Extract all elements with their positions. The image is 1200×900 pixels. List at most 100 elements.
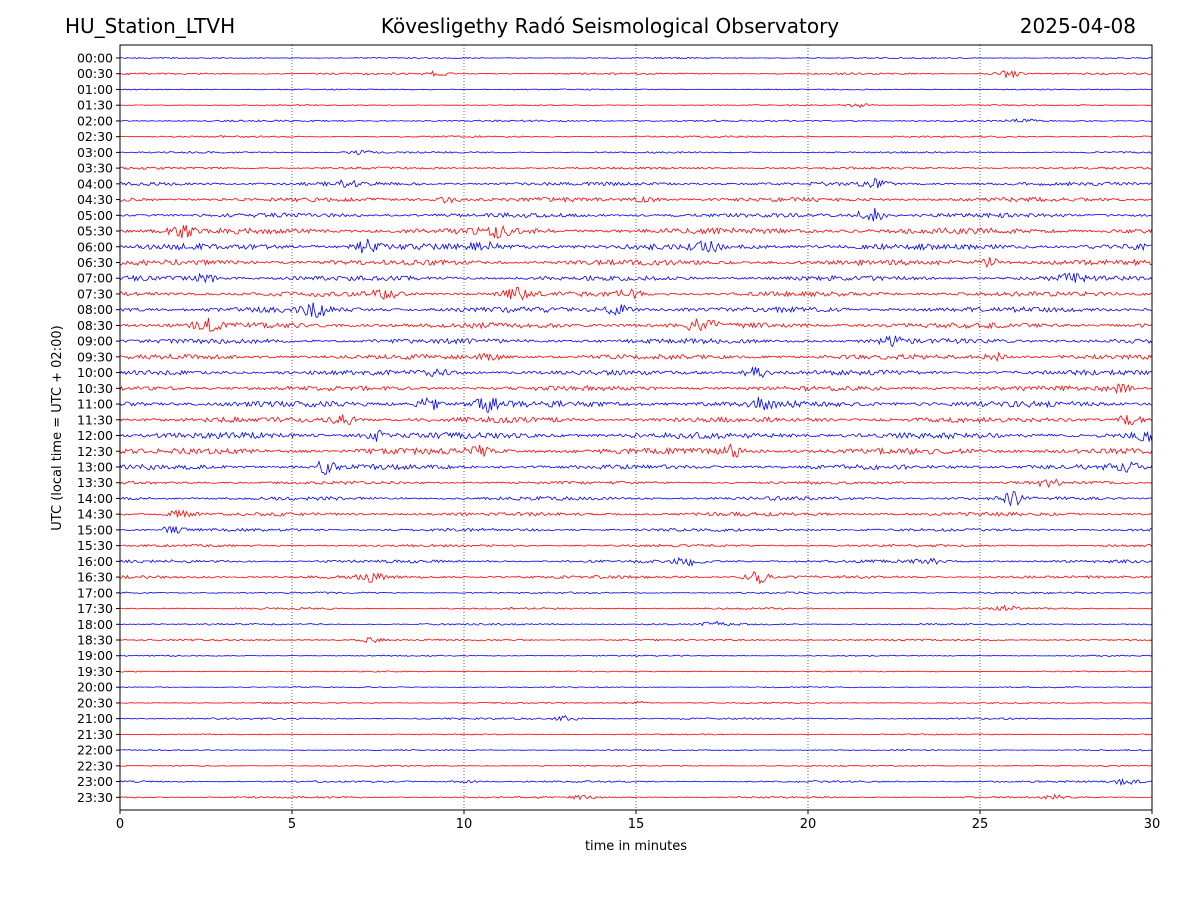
x-tick-label: 25 (972, 817, 989, 832)
trace-2330 (119, 793, 1153, 801)
trace-1900 (119, 654, 1153, 657)
y-tick-label: 09:30 (77, 349, 113, 364)
y-tick-label: 13:30 (77, 475, 113, 490)
y-tick-label: 21:30 (77, 727, 113, 742)
trace-2000 (119, 686, 1153, 689)
trace-1030 (119, 383, 1153, 395)
trace-0200 (119, 118, 1153, 123)
y-tick-label: 07:30 (77, 286, 113, 301)
trace-1700 (119, 591, 1153, 595)
y-tick-label: 20:30 (77, 695, 113, 710)
y-tick-label: 16:30 (77, 570, 113, 585)
y-tick-label: 05:30 (77, 224, 113, 239)
y-tick-label: 10:00 (77, 365, 113, 380)
y-tick-label: 19:00 (77, 648, 113, 663)
y-tick-label: 12:00 (77, 428, 113, 443)
trace-1330 (119, 478, 1153, 489)
y-tick-label: 00:00 (77, 51, 113, 66)
trace-2100 (119, 714, 1153, 722)
trace-0500 (119, 207, 1153, 222)
trace-0830 (119, 317, 1153, 333)
trace-0030 (119, 70, 1153, 79)
y-tick-label: 18:00 (77, 617, 113, 632)
trace-0800 (119, 302, 1153, 318)
x-tick-label: 10 (456, 817, 473, 832)
x-tick-label: 30 (1144, 817, 1161, 832)
x-tick-label: 15 (628, 817, 645, 832)
trace-1630 (119, 571, 1153, 585)
y-tick-label: 01:00 (77, 82, 113, 97)
seismogram-traces (119, 56, 1153, 801)
station-name: HU_Station_LTVH (65, 14, 236, 38)
trace-1800 (119, 620, 1153, 627)
trace-1500 (119, 525, 1153, 534)
y-tick-label: 00:30 (77, 66, 113, 81)
y-tick-label: 22:00 (77, 743, 113, 758)
y-tick-labels: 00:0000:3001:0001:3002:0002:3003:0003:30… (77, 51, 120, 805)
y-tick-label: 11:00 (77, 397, 113, 412)
trace-0930 (119, 351, 1153, 363)
y-tick-label: 12:30 (77, 444, 113, 459)
y-tick-label: 14:30 (77, 507, 113, 522)
y-tick-label: 17:30 (77, 601, 113, 616)
trace-2030 (119, 700, 1152, 705)
x-tick-label: 0 (116, 817, 124, 832)
trace-0630 (119, 257, 1153, 268)
y-tick-label: 14:00 (77, 491, 113, 506)
trace-1730 (119, 604, 1153, 612)
y-axis-label: UTC (local time = UTC + 02:00) (50, 325, 65, 530)
y-tick-label: 02:30 (77, 129, 113, 144)
y-tick-label: 07:00 (77, 271, 113, 286)
y-tick-label: 18:30 (77, 633, 113, 648)
trace-0300 (119, 149, 1153, 156)
y-tick-label: 20:00 (77, 680, 113, 695)
trace-0900 (120, 335, 1153, 348)
trace-0730 (119, 286, 1153, 301)
y-tick-label: 06:00 (77, 239, 113, 254)
trace-0130 (119, 103, 1153, 109)
trace-1830 (119, 636, 1153, 644)
y-tick-label: 03:00 (77, 145, 113, 160)
trace-2130 (119, 733, 1153, 736)
trace-1130 (119, 414, 1153, 426)
chart-date: 2025-04-08 (1019, 14, 1136, 38)
y-tick-label: 23:00 (77, 774, 113, 789)
trace-0230 (119, 135, 1153, 139)
trace-0530 (119, 224, 1153, 239)
y-tick-label: 23:30 (77, 790, 113, 805)
trace-0000 (120, 56, 1153, 60)
chart-title: Kövesligethy Radó Seismological Observat… (380, 14, 840, 38)
y-tick-label: 08:30 (77, 318, 113, 333)
grid-lines (291, 45, 981, 810)
trace-1300 (119, 460, 1153, 476)
plot-frame (119, 44, 1153, 811)
x-tick-label: 5 (288, 817, 296, 832)
trace-1200 (119, 429, 1153, 442)
trace-1930 (119, 670, 1153, 673)
trace-0400 (119, 177, 1153, 189)
y-tick-label: 22:30 (77, 758, 113, 773)
trace-1530 (119, 543, 1153, 548)
y-tick-label: 15:30 (77, 538, 113, 553)
y-tick-label: 21:00 (77, 711, 113, 726)
y-tick-label: 08:00 (77, 302, 113, 317)
y-tick-label: 19:30 (77, 664, 113, 679)
x-ticks: 0 5 10 15 20 25 30 (116, 810, 1160, 832)
y-tick-label: 10:30 (77, 381, 113, 396)
trace-1400 (119, 491, 1153, 507)
x-axis-label: time in minutes (585, 839, 687, 854)
y-tick-label: 02:00 (77, 113, 113, 128)
trace-1100 (119, 396, 1153, 413)
trace-2300 (119, 777, 1152, 787)
y-tick-label: 06:30 (77, 255, 113, 270)
y-tick-label: 04:30 (77, 192, 113, 207)
trace-0600 (119, 238, 1153, 254)
y-tick-label: 16:00 (77, 554, 113, 569)
y-tick-label: 03:30 (77, 161, 113, 176)
y-tick-label: 01:30 (77, 98, 113, 113)
y-tick-label: 11:30 (77, 412, 113, 427)
trace-0430 (119, 195, 1153, 204)
trace-1000 (119, 366, 1153, 379)
trace-1600 (119, 556, 1153, 567)
